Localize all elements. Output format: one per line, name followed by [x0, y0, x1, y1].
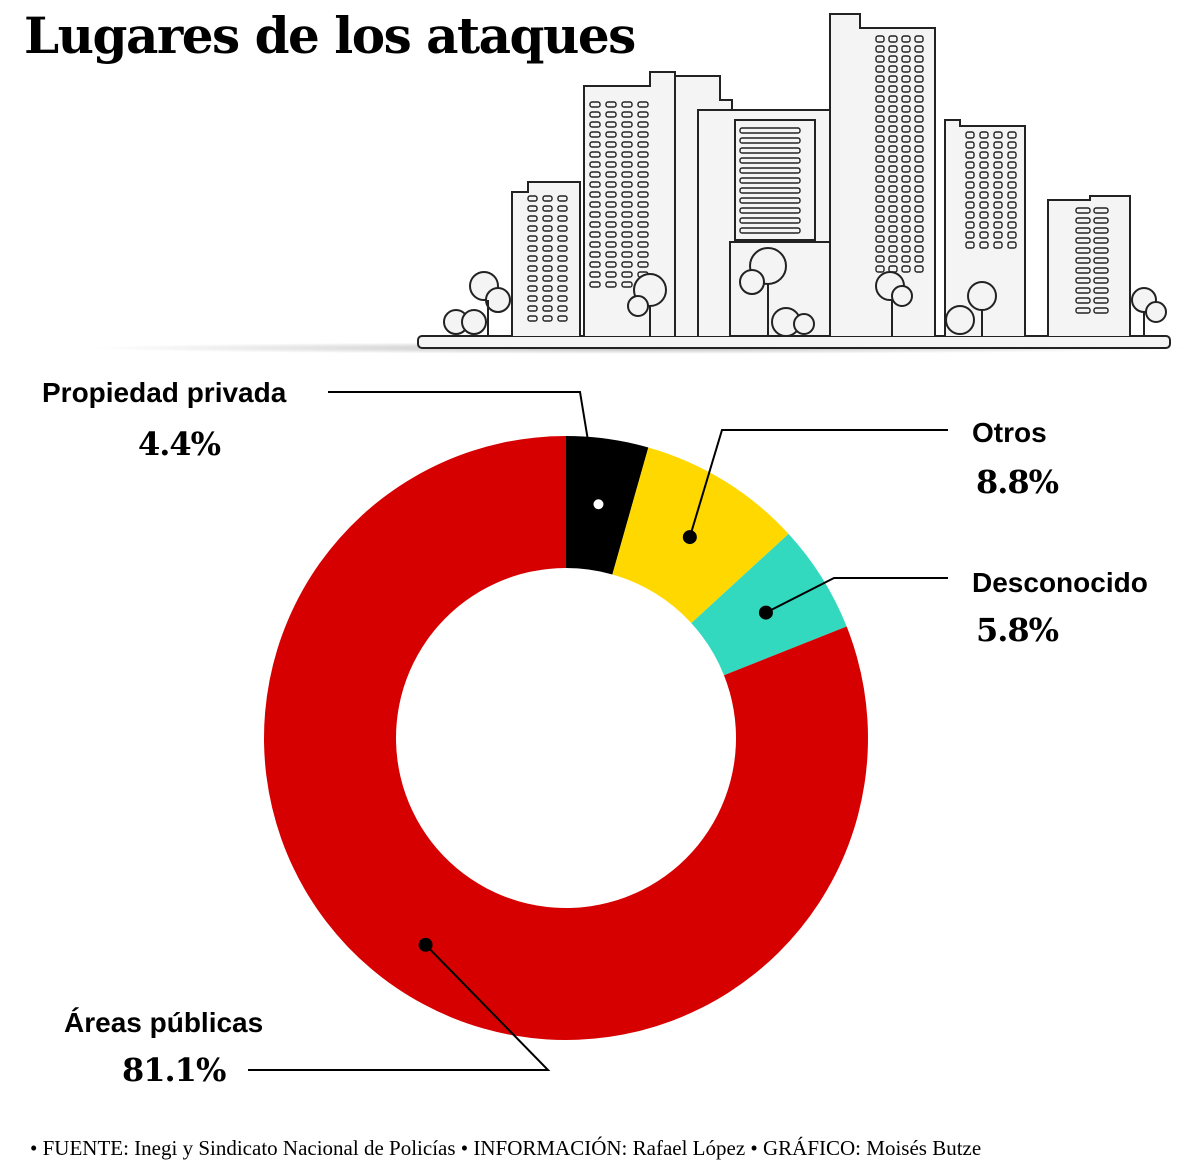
city-skyline-icon — [90, 13, 1190, 354]
leader-line — [688, 429, 948, 538]
leader-dot — [682, 530, 697, 545]
label-areas-publicas: Áreas públicas — [64, 1007, 264, 1038]
slice-areas-publicas — [263, 436, 869, 1041]
leader-dot — [758, 605, 773, 620]
leader-dot — [418, 937, 433, 952]
leader-line — [248, 944, 551, 1071]
value-propiedad-privada: 4.4% — [138, 425, 221, 463]
value-otros: 8.8% — [976, 463, 1059, 501]
slice-desconocido — [691, 533, 847, 676]
value-desconocido: 5.8% — [976, 611, 1059, 649]
leader-dot — [591, 497, 606, 512]
source-credits: • FUENTE: Inegi y Sindicato Nacional de … — [30, 1136, 982, 1160]
page-title: Lugares de los ataques — [24, 6, 636, 65]
label-otros: Otros — [972, 417, 1047, 448]
slice-propiedad-privada — [566, 436, 649, 575]
label-propiedad-privada: Propiedad privada — [42, 377, 287, 408]
label-desconocido: Desconocido — [972, 567, 1148, 598]
value-areas-publicas: 81.1% — [122, 1051, 226, 1089]
slice-otros — [612, 447, 789, 624]
leader-line — [328, 391, 600, 505]
leader-line — [765, 577, 948, 614]
